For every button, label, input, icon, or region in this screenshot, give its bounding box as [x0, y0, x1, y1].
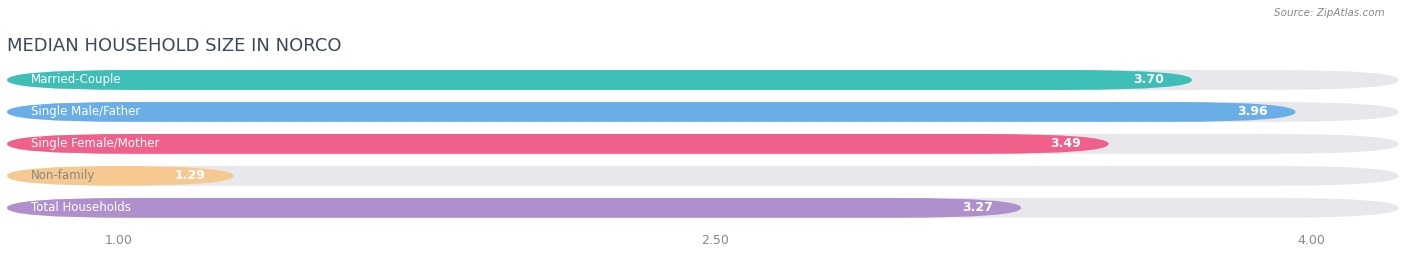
Text: Total Households: Total Households: [31, 201, 131, 214]
Text: 3.96: 3.96: [1237, 105, 1268, 118]
Text: Single Male/Father: Single Male/Father: [31, 105, 141, 118]
FancyBboxPatch shape: [7, 166, 233, 186]
FancyBboxPatch shape: [7, 70, 1192, 90]
FancyBboxPatch shape: [7, 134, 1399, 154]
Text: Married-Couple: Married-Couple: [31, 73, 121, 86]
Text: MEDIAN HOUSEHOLD SIZE IN NORCO: MEDIAN HOUSEHOLD SIZE IN NORCO: [7, 37, 342, 55]
Text: 3.70: 3.70: [1133, 73, 1164, 86]
FancyBboxPatch shape: [7, 166, 1399, 186]
Text: Source: ZipAtlas.com: Source: ZipAtlas.com: [1274, 8, 1385, 18]
Text: 3.49: 3.49: [1050, 137, 1081, 150]
FancyBboxPatch shape: [7, 134, 1109, 154]
FancyBboxPatch shape: [7, 198, 1021, 218]
FancyBboxPatch shape: [7, 102, 1399, 122]
Text: Non-family: Non-family: [31, 169, 96, 182]
Text: Single Female/Mother: Single Female/Mother: [31, 137, 159, 150]
FancyBboxPatch shape: [7, 102, 1295, 122]
FancyBboxPatch shape: [7, 70, 1399, 90]
Text: 3.27: 3.27: [963, 201, 993, 214]
Text: 1.29: 1.29: [174, 169, 205, 182]
FancyBboxPatch shape: [7, 198, 1399, 218]
